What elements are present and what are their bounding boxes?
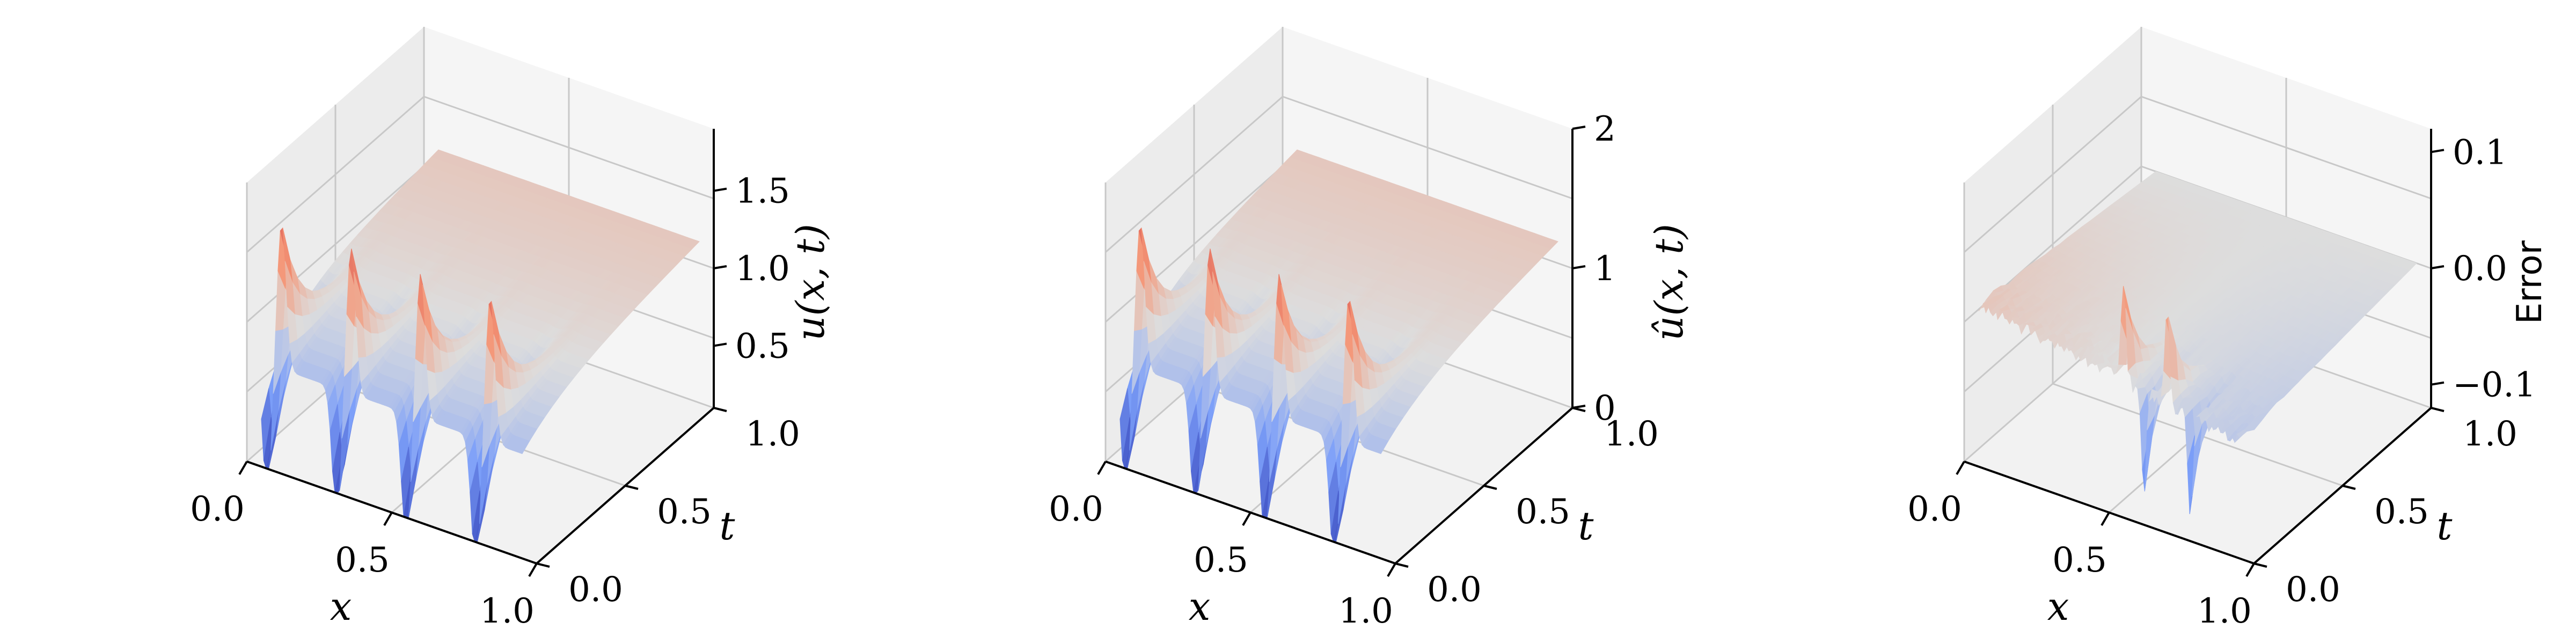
z-tick-label: 1.5 bbox=[735, 172, 790, 211]
t-tick-label: 0.0 bbox=[568, 570, 623, 610]
grid-back-z bbox=[423, 96, 714, 200]
x-tick bbox=[238, 460, 248, 475]
tick-labels: 0.0 0.5 1.0 0.0 0.5 1.0 0.5 1.0 1.5 bbox=[190, 172, 800, 631]
grid-left-z bbox=[1105, 165, 1283, 323]
x-tick-label: 1.0 bbox=[480, 591, 535, 631]
t-tick-label: 1.0 bbox=[745, 414, 800, 454]
panel-uhat: 0.0 0.5 1.0 0.0 0.5 1.0 0 1 2 x t û(x, t) bbox=[859, 0, 1717, 644]
grid-left-z bbox=[246, 96, 425, 253]
panel-u: 0.0 0.5 1.0 0.0 0.5 1.0 0.5 1.0 1.5 x t u(x, t) bbox=[0, 0, 859, 644]
axes bbox=[238, 129, 727, 577]
grid-left-z bbox=[1105, 96, 1283, 253]
u-surface bbox=[261, 149, 700, 543]
z-tick bbox=[713, 342, 727, 347]
x-tick-label: 0.5 bbox=[335, 540, 390, 580]
t-axis-label: t bbox=[720, 503, 736, 548]
t-tick-label: 0.5 bbox=[657, 492, 712, 532]
x-tick bbox=[528, 562, 538, 577]
x-tick-label: 0.0 bbox=[190, 489, 245, 529]
grid-left-z bbox=[246, 165, 425, 323]
z-axis-label: u(x, t) bbox=[788, 224, 833, 341]
t-tick bbox=[536, 562, 550, 568]
t-tick bbox=[625, 485, 639, 490]
t-tick bbox=[713, 407, 727, 412]
u-facet bbox=[519, 440, 530, 455]
z-tick-label: 1.0 bbox=[735, 249, 790, 289]
z-tick bbox=[713, 187, 727, 192]
surface-plot-u: 0.0 0.5 1.0 0.0 0.5 1.0 0.5 1.0 1.5 x t u(x, t) bbox=[190, 27, 833, 631]
u-surface bbox=[1119, 149, 1558, 543]
z-tick-label: 0.5 bbox=[735, 326, 790, 366]
x-axis-label: x bbox=[330, 584, 352, 629]
z-tick bbox=[713, 265, 727, 269]
x-tick bbox=[383, 511, 393, 526]
grid-back-z bbox=[1282, 96, 1573, 200]
